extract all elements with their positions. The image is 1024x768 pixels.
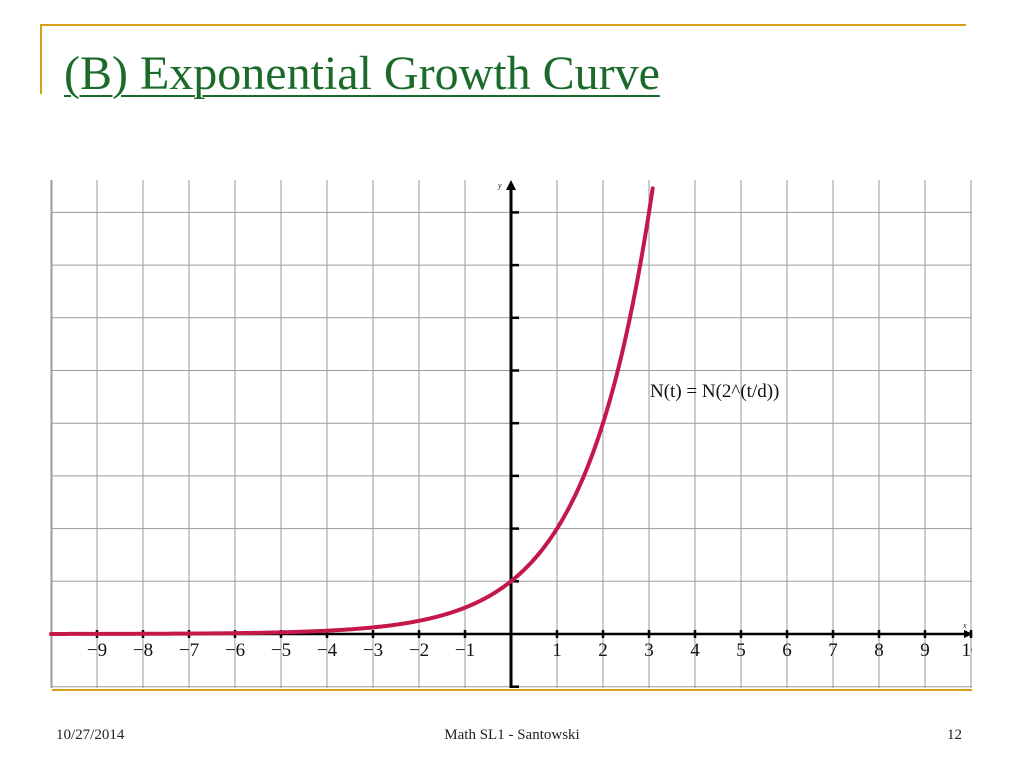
x-tick-label: −8 [133, 640, 153, 661]
grid [50, 180, 972, 688]
x-tick-label: −2 [409, 640, 429, 661]
x-tick-label: −1 [455, 640, 475, 661]
slide-title: (B) Exponential Growth Curve [64, 47, 660, 100]
x-tick-label: −5 [271, 640, 291, 661]
y-axis-arrow [506, 180, 516, 190]
bottom-rule [52, 689, 972, 691]
x-tick-label: 10 [962, 640, 981, 661]
frame-left-rule [40, 24, 42, 94]
x-tick-label: 7 [828, 640, 838, 661]
footer-date: 10/27/2014 [56, 727, 125, 743]
x-tick-label: 9 [920, 640, 930, 661]
footer-course: Math SL1 - Santowski [444, 727, 580, 743]
x-tick-label: 8 [874, 640, 884, 661]
x-tick-label: 5 [736, 640, 746, 661]
formula-annotation: N(t) = N(2^(t/d)) [650, 381, 779, 402]
frame-top-rule [40, 24, 966, 26]
x-tick-label: 1 [552, 640, 562, 661]
x-tick-label: −6 [225, 640, 245, 661]
x-axis-arrow [964, 630, 973, 638]
x-tick-label: 6 [782, 640, 792, 661]
tick-labels: −9 −8 −7 −6 −5 −4 −3 −2 −1 1 2 3 4 5 6 7 8 9 10 [87, 640, 981, 661]
page-number: 12 [947, 727, 962, 743]
x-tick-label: −3 [363, 640, 383, 661]
x-tick-label: 3 [644, 640, 654, 661]
x-tick-label: −9 [87, 640, 107, 661]
x-tick-label: 2 [598, 640, 608, 661]
x-axis-label: x [962, 621, 967, 630]
exponential-curve [49, 186, 655, 636]
x-tick-label: −4 [317, 640, 338, 661]
y-axis-label: y [497, 181, 502, 190]
curve-layer [49, 186, 655, 636]
x-tick-label: −7 [179, 640, 199, 661]
x-tick-label: 4 [690, 640, 700, 661]
axes [50, 180, 973, 688]
